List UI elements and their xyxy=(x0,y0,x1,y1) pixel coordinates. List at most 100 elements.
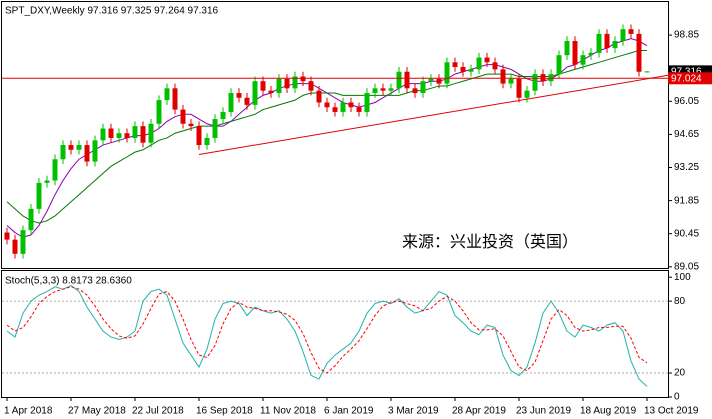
candle-body xyxy=(516,78,522,98)
candle-body xyxy=(76,145,82,150)
candle-body xyxy=(556,55,562,75)
candle-body xyxy=(324,102,330,108)
y-tick-label: 91.85 xyxy=(674,195,699,206)
candle-body xyxy=(4,232,10,240)
candle-body xyxy=(580,55,586,65)
candle-body xyxy=(60,145,66,160)
candle-body xyxy=(84,145,90,162)
candle-body xyxy=(452,62,458,68)
candle-body xyxy=(412,88,418,94)
candle-body xyxy=(164,88,170,101)
candle-body xyxy=(228,93,234,112)
candle-body xyxy=(380,88,386,91)
x-tick-label: 22 Jul 2018 xyxy=(132,406,184,417)
chart-title: SPT_DXY,Weekly 97.316 97.325 97.264 97.3… xyxy=(5,6,219,17)
candle-body xyxy=(572,41,578,65)
x-tick-label: 23 Jun 2019 xyxy=(516,406,571,417)
stoch-line xyxy=(6,286,648,374)
candle-body xyxy=(444,62,450,84)
candle-body xyxy=(388,88,394,91)
candle-body xyxy=(428,78,434,82)
candle-body xyxy=(156,100,162,124)
x-tick-label: 1 Apr 2018 xyxy=(4,406,53,417)
candle-body xyxy=(484,57,490,63)
y-tick-label: 89.05 xyxy=(674,261,699,272)
x-tick-label: 18 Aug 2019 xyxy=(580,406,637,417)
main-frame xyxy=(1,1,669,269)
candle-body xyxy=(212,119,218,138)
candle-body xyxy=(108,128,114,138)
candle-body xyxy=(244,97,250,105)
candle-body xyxy=(44,180,50,183)
candle-body xyxy=(236,93,242,98)
trend-line xyxy=(198,74,669,155)
price-label: 97.316 xyxy=(671,67,702,78)
y-tick-label: 93.25 xyxy=(674,162,699,173)
y-tick-label: 0 xyxy=(674,392,680,403)
candle-body xyxy=(548,74,554,82)
candle-body xyxy=(68,145,74,150)
x-tick-label: 13 Oct 2019 xyxy=(644,406,699,417)
price-label: 97.024 xyxy=(671,73,702,84)
candle-body xyxy=(612,41,618,49)
candle-body xyxy=(220,111,226,120)
candle-body xyxy=(508,78,514,84)
candle-body xyxy=(644,71,650,73)
candle-body xyxy=(116,133,122,138)
candle-body xyxy=(436,78,442,84)
candle-body xyxy=(188,123,194,127)
y-tick-label: 20 xyxy=(674,368,686,379)
candle-body xyxy=(316,90,322,103)
candle-body xyxy=(604,33,610,49)
candle-body xyxy=(332,107,338,112)
candle-body xyxy=(532,74,538,91)
candle-body xyxy=(588,52,594,56)
candle-body xyxy=(636,33,642,72)
candle-body xyxy=(28,208,34,231)
candle-body xyxy=(596,33,602,53)
x-tick-label: 16 Sep 2018 xyxy=(196,406,253,417)
candle-body xyxy=(92,140,98,162)
x-tick-label: 3 Mar 2019 xyxy=(388,406,439,417)
candle-body xyxy=(492,62,498,70)
stoch-title: Stoch(5,3,3) 8.8173 28.6360 xyxy=(5,276,132,287)
price-box xyxy=(668,72,712,85)
candle-body xyxy=(140,126,146,143)
candle-body xyxy=(268,90,274,94)
x-tick-label: 27 May 2018 xyxy=(68,406,126,417)
y-tick-label: 100 xyxy=(674,272,691,283)
candle-body xyxy=(348,102,354,108)
candle-body xyxy=(500,69,506,84)
candle-body xyxy=(628,29,634,34)
candle-body xyxy=(172,88,178,110)
candle-body xyxy=(252,81,258,105)
candle-body xyxy=(620,29,626,42)
moving-average xyxy=(6,49,647,224)
annotation: 来源：兴业投资（英国） xyxy=(402,233,578,251)
candle-body xyxy=(124,133,130,138)
y-tick-label: 80 xyxy=(674,296,686,307)
candle-body xyxy=(12,239,18,254)
candle-body xyxy=(196,126,202,146)
y-tick-label: 96.05 xyxy=(674,96,699,107)
candle-body xyxy=(468,69,474,72)
candle-body xyxy=(340,102,346,112)
candle-body xyxy=(564,41,570,56)
candle-body xyxy=(372,88,378,94)
candle-body xyxy=(180,109,186,124)
candle-body xyxy=(396,71,402,89)
y-tick-label: 90.45 xyxy=(674,228,699,239)
candle-body xyxy=(364,93,370,112)
candle-body xyxy=(148,123,154,143)
candle-body xyxy=(460,67,466,72)
stoch-frame xyxy=(1,270,669,398)
x-tick-label: 28 Apr 2019 xyxy=(452,406,506,417)
candle-body xyxy=(100,128,106,141)
x-tick-label: 6 Jan 2019 xyxy=(324,406,374,417)
candle-body xyxy=(52,159,58,181)
candle-body xyxy=(284,78,290,89)
candle-body xyxy=(292,76,298,89)
candle-body xyxy=(540,74,546,82)
candle-body xyxy=(356,107,362,112)
